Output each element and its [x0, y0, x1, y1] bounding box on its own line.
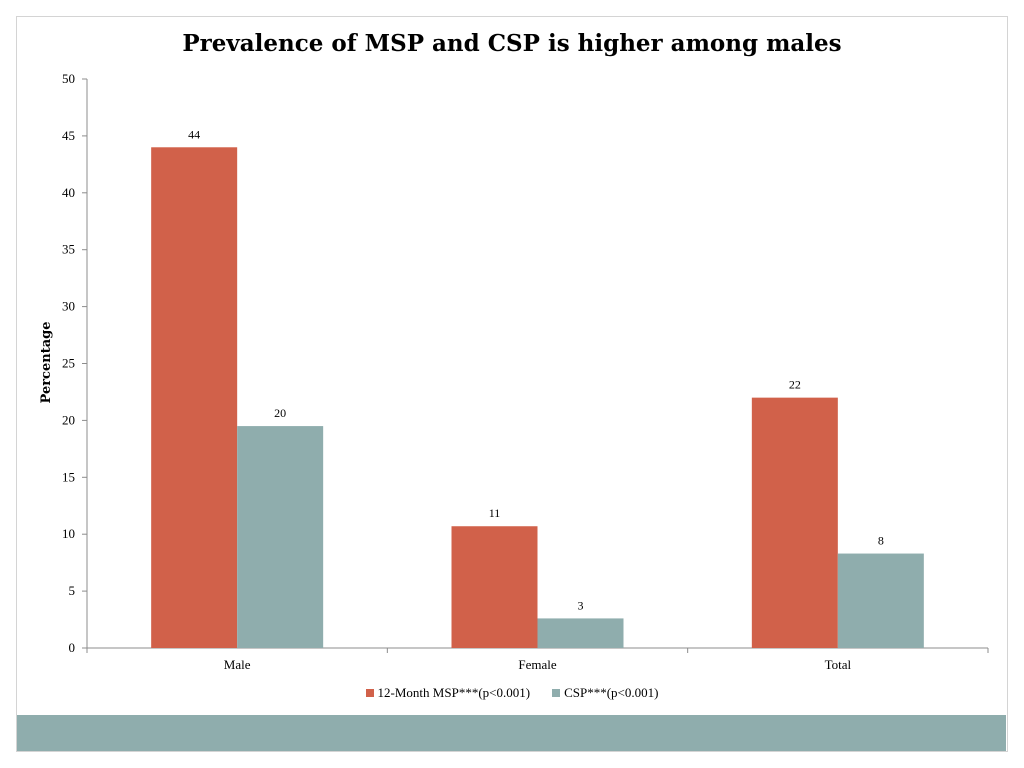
- y-tick-label: 25: [62, 356, 75, 371]
- legend-item-msp: 12-Month MSP***(p<0.001): [365, 685, 531, 701]
- legend: 12-Month MSP***(p<0.001) CSP***(p<0.001): [0, 685, 1024, 701]
- chart-title: Prevalence of MSP and CSP is higher amon…: [182, 30, 842, 57]
- y-tick-label: 30: [62, 299, 75, 314]
- bar: [537, 618, 624, 648]
- data-label: 3: [578, 598, 584, 612]
- y-tick-label: 5: [69, 583, 76, 598]
- y-axis-label: Percentage: [39, 322, 54, 404]
- y-tick-label: 0: [69, 640, 76, 655]
- data-label: 11: [489, 506, 501, 520]
- legend-label-msp: 12-Month MSP***(p<0.001): [377, 685, 531, 700]
- bar: [837, 553, 924, 648]
- data-label: 20: [274, 406, 286, 420]
- y-tick-label: 45: [62, 128, 75, 143]
- bar: [451, 526, 538, 648]
- y-tick-label: 40: [62, 185, 75, 200]
- legend-item-csp: CSP***(p<0.001): [552, 685, 658, 701]
- bar: [151, 147, 238, 648]
- x-tick-label: Male: [224, 657, 251, 672]
- legend-label-csp: CSP***(p<0.001): [564, 685, 659, 700]
- data-label: 44: [188, 127, 200, 141]
- x-tick-label: Female: [518, 657, 556, 672]
- legend-swatch-msp: [365, 689, 374, 697]
- bar: [237, 426, 324, 648]
- y-tick-label: 10: [62, 526, 75, 541]
- data-label: 8: [878, 534, 884, 548]
- legend-swatch-csp: [552, 689, 561, 697]
- data-label: 22: [789, 378, 801, 392]
- bar: [751, 397, 838, 648]
- footer-bar: [17, 715, 1006, 751]
- x-tick-label: Total: [825, 657, 852, 672]
- y-tick-label: 35: [62, 242, 75, 257]
- y-tick-label: 20: [62, 412, 75, 427]
- y-tick-label: 50: [62, 71, 75, 86]
- y-tick-label: 15: [62, 469, 75, 484]
